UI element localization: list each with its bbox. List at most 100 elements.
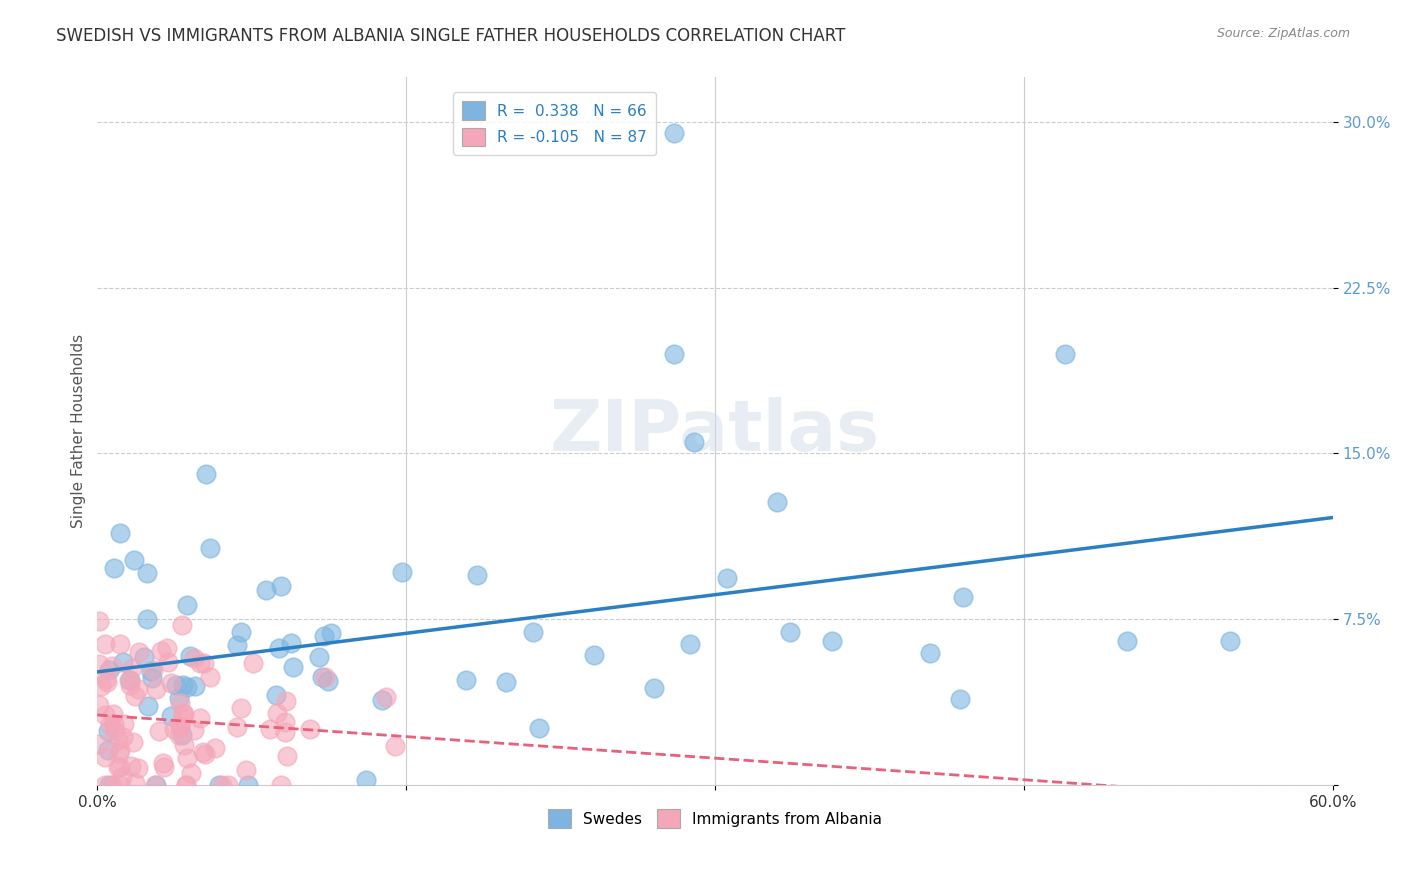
Point (354, 772, 377, 787)
Point (270, 578, 292, 592)
Point (136, 566, 159, 581)
Point (142, 663, 165, 677)
Point (314, 629, 336, 643)
Point (321, 625, 343, 640)
Point (111, 770, 134, 784)
Point (118, 673, 141, 688)
Point (522, 624, 544, 639)
Point (1115, 634, 1137, 648)
Point (194, 747, 217, 762)
Point (110, 637, 132, 651)
Point (273, 724, 295, 739)
Point (97, 743, 120, 757)
Point (127, 761, 149, 775)
Point (188, 657, 211, 671)
Point (183, 651, 205, 665)
Point (643, 681, 665, 695)
Point (679, 637, 702, 651)
Point (311, 670, 333, 684)
Point (270, 778, 292, 792)
Point (167, 691, 190, 706)
Point (169, 719, 191, 733)
Point (188, 711, 211, 725)
Point (217, 778, 239, 792)
Point (318, 674, 340, 689)
Point (527, 721, 550, 735)
Point (169, 728, 191, 742)
Point (104, 724, 127, 739)
Point (118, 673, 141, 688)
Point (229, 624, 252, 639)
Point (384, 739, 406, 753)
Point (949, 692, 972, 706)
Point (145, 778, 167, 792)
Point (391, 566, 413, 580)
Point (274, 714, 297, 729)
Point (124, 776, 146, 790)
Point (226, 720, 249, 734)
Point (467, 568, 489, 582)
Point (172, 710, 194, 724)
Point (173, 738, 195, 752)
Text: ZIPatlas: ZIPatlas (550, 397, 880, 466)
Point (141, 672, 163, 686)
Point (236, 778, 259, 792)
Point (662, 126, 685, 140)
Point (108, 778, 131, 792)
Point (107, 760, 129, 774)
Point (160, 708, 183, 723)
Point (114, 717, 136, 731)
Point (371, 693, 394, 707)
Point (766, 495, 789, 509)
Text: Source: ZipAtlas.com: Source: ZipAtlas.com (1216, 27, 1350, 40)
Point (94, 750, 117, 764)
Point (172, 729, 194, 743)
Point (176, 598, 198, 612)
Point (183, 723, 205, 738)
Point (111, 655, 134, 669)
Legend: Swedes, Immigrants from Albania: Swedes, Immigrants from Albania (541, 803, 889, 834)
Point (264, 688, 287, 702)
Point (280, 636, 302, 650)
Point (169, 720, 191, 734)
Point (97, 724, 120, 739)
Point (98, 778, 121, 792)
Point (93, 637, 115, 651)
Point (101, 778, 124, 792)
Point (128, 645, 150, 659)
Point (211, 778, 233, 792)
Point (254, 583, 277, 598)
Point (90, 680, 112, 694)
Point (160, 675, 183, 690)
Point (149, 644, 172, 658)
Point (1054, 347, 1077, 361)
Point (172, 678, 194, 692)
Point (89, 657, 111, 671)
Point (716, 571, 738, 585)
Point (235, 764, 257, 778)
Y-axis label: Single Father Households: Single Father Households (72, 334, 86, 528)
Point (200, 670, 222, 684)
Point (779, 625, 801, 640)
Point (118, 678, 141, 692)
Point (662, 347, 685, 361)
Point (108, 760, 131, 774)
Point (179, 649, 201, 664)
Point (107, 733, 129, 747)
Point (110, 525, 132, 540)
Point (172, 706, 194, 720)
Point (155, 641, 177, 656)
Point (170, 618, 193, 632)
Point (204, 740, 226, 755)
Point (176, 680, 198, 694)
Point (173, 706, 195, 721)
Point (165, 678, 187, 692)
Point (183, 679, 205, 693)
Point (821, 634, 844, 648)
Point (136, 698, 159, 713)
Point (226, 638, 249, 652)
Point (103, 716, 125, 731)
Point (169, 696, 191, 710)
Point (266, 706, 288, 720)
Point (132, 650, 155, 665)
